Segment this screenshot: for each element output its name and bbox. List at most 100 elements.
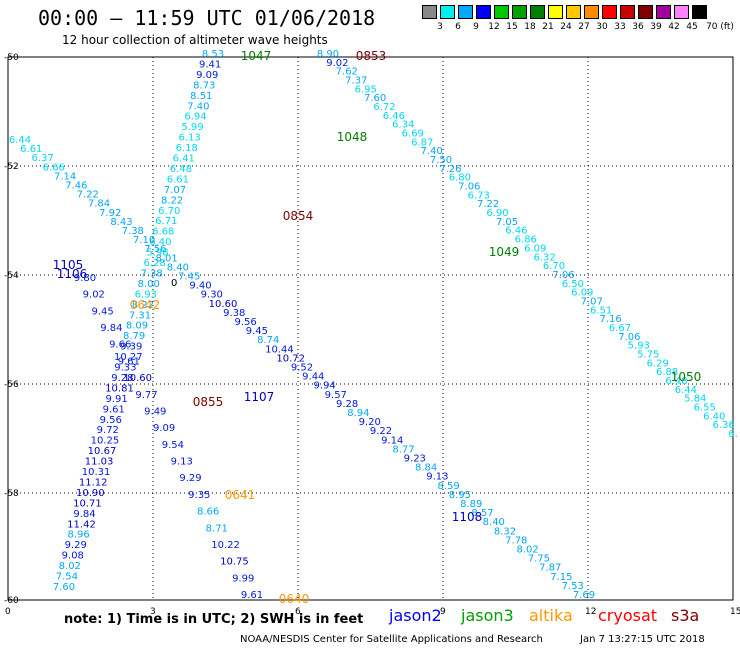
swh-value: 7.40: [420, 146, 442, 157]
swh-value: 6.: [728, 429, 738, 440]
legend-label: 24: [560, 22, 572, 32]
legend-swatch: [476, 5, 491, 19]
legend-swatch: [620, 5, 635, 19]
swh-value: 11.42: [67, 519, 96, 530]
swh-value: 10.31: [82, 467, 111, 478]
swh-value: 6.67: [609, 323, 631, 334]
swh-value: 7.45: [178, 272, 200, 283]
swh-value: 10.27: [114, 352, 143, 363]
swh-value: 9.28: [111, 373, 133, 384]
swh-value: 6.94: [184, 112, 206, 123]
legend-swatch: [656, 5, 671, 19]
swh-value: 9.77: [135, 390, 157, 401]
swh-value: 6.44: [9, 135, 31, 146]
pass-time-label: 1048: [337, 130, 368, 144]
swh-value: 7.78: [505, 535, 527, 546]
legend-swatch: [530, 5, 545, 19]
swh-value: 7.10: [133, 235, 155, 246]
swh-value: 9.23: [404, 454, 426, 465]
swh-value: 9.41: [199, 60, 221, 71]
contour-label: 0: [171, 278, 177, 289]
swh-value: 8.66: [197, 507, 219, 518]
satellite-legend-item: jason2: [389, 606, 442, 625]
swh-value: 6.36: [712, 420, 734, 431]
swh-value: 7.87: [539, 563, 561, 574]
swh-value: 5.99: [181, 122, 203, 133]
lat-label: -60: [4, 596, 19, 606]
swh-value: 9.38: [223, 308, 245, 319]
legend-label: 33: [614, 22, 626, 32]
timestamp-text: Jan 7 13:27:15 UTC 2018: [580, 634, 705, 645]
swh-value: 7.54: [56, 572, 78, 583]
swh-value: 7.38: [140, 269, 162, 280]
pass-time-label: 1105: [53, 258, 84, 272]
pass-time-label: 1106: [57, 267, 88, 281]
swh-value: 7.15: [550, 572, 572, 583]
swh-value: 6.61: [20, 144, 42, 155]
swh-value: 6.90: [486, 208, 508, 219]
legend-label: 45: [686, 22, 698, 32]
swh-value: 9.72: [97, 425, 119, 436]
swh-value: 10.60: [209, 299, 238, 310]
map-note: note: 1) Time is in UTC; 2) SWH is in fe…: [64, 612, 364, 627]
swh-value: 8.57: [471, 508, 493, 519]
swh-value: 8.51: [190, 91, 212, 102]
pass-time-label: 0854: [283, 209, 314, 223]
legend-swatch: [674, 5, 689, 19]
swh-value: 6.55: [694, 403, 716, 414]
swh-value: 7.07: [581, 296, 603, 307]
pass-time-label: 1107: [244, 390, 275, 404]
satellite-legend-item: cryosat: [598, 606, 658, 625]
swh-value: 9.54: [162, 440, 184, 451]
swh-value: 9.99: [232, 573, 254, 584]
swh-value: 6.46: [383, 111, 405, 122]
swh-value: 10.90: [76, 488, 105, 499]
lat-label: -50: [4, 53, 19, 63]
legend-swatch: [548, 5, 563, 19]
swh-value: 6.48: [665, 376, 687, 387]
swh-value: 9.29: [179, 473, 201, 484]
lon-label: 0: [5, 607, 11, 617]
satellite-legend-item: jason3: [461, 606, 514, 625]
swh-value: 10.72: [276, 353, 305, 364]
swh-value: 8.59: [437, 481, 459, 492]
legend-label: 30: [596, 22, 608, 32]
credit-text: NOAA/NESDIS Center for Satellite Applica…: [240, 634, 543, 645]
swh-value: 8.32: [494, 526, 516, 537]
swh-value: 8.96: [67, 530, 89, 541]
swh-value: 9.13: [426, 472, 448, 483]
pass-time-label: 1108: [452, 510, 483, 524]
legend-label: 9: [473, 22, 479, 32]
swh-value: 7.38: [122, 226, 144, 237]
swh-value: 6.86: [515, 235, 537, 246]
lon-label: 6: [295, 607, 301, 617]
swh-value: 5.93: [628, 341, 650, 352]
pass-time-label: 1050: [671, 370, 702, 384]
swh-value: 9.61: [241, 590, 263, 601]
swh-value: 10.60: [123, 373, 152, 384]
swh-value: 9.30: [201, 290, 223, 301]
swh-value: 7.22: [477, 199, 499, 210]
swh-value: 11.03: [85, 457, 114, 468]
swh-value: 7.50: [430, 155, 452, 166]
lat-label: -52: [4, 162, 19, 172]
swh-value: 6.32: [533, 252, 555, 263]
legend-label: 39: [650, 22, 662, 32]
swh-value: 7.26: [439, 164, 461, 175]
swh-value: 9.61: [103, 404, 125, 415]
swh-value: 8.94: [347, 408, 369, 419]
swh-value: 8.73: [193, 80, 215, 91]
legend-label: 70 (ft): [706, 22, 734, 32]
swh-value: 9.02: [326, 58, 348, 69]
lat-label: -54: [4, 271, 19, 281]
lon-label: 3: [150, 607, 156, 617]
swh-value: 9.28: [336, 399, 358, 410]
swh-value: 7.31: [129, 310, 151, 321]
swh-value: 10.75: [220, 557, 249, 568]
swh-value: 8.77: [392, 444, 414, 455]
swh-value: 8.43: [110, 217, 132, 228]
pass-time-label: 0640: [279, 592, 310, 606]
swh-value: 5.98: [146, 248, 168, 259]
swh-value: 10.44: [265, 344, 294, 355]
